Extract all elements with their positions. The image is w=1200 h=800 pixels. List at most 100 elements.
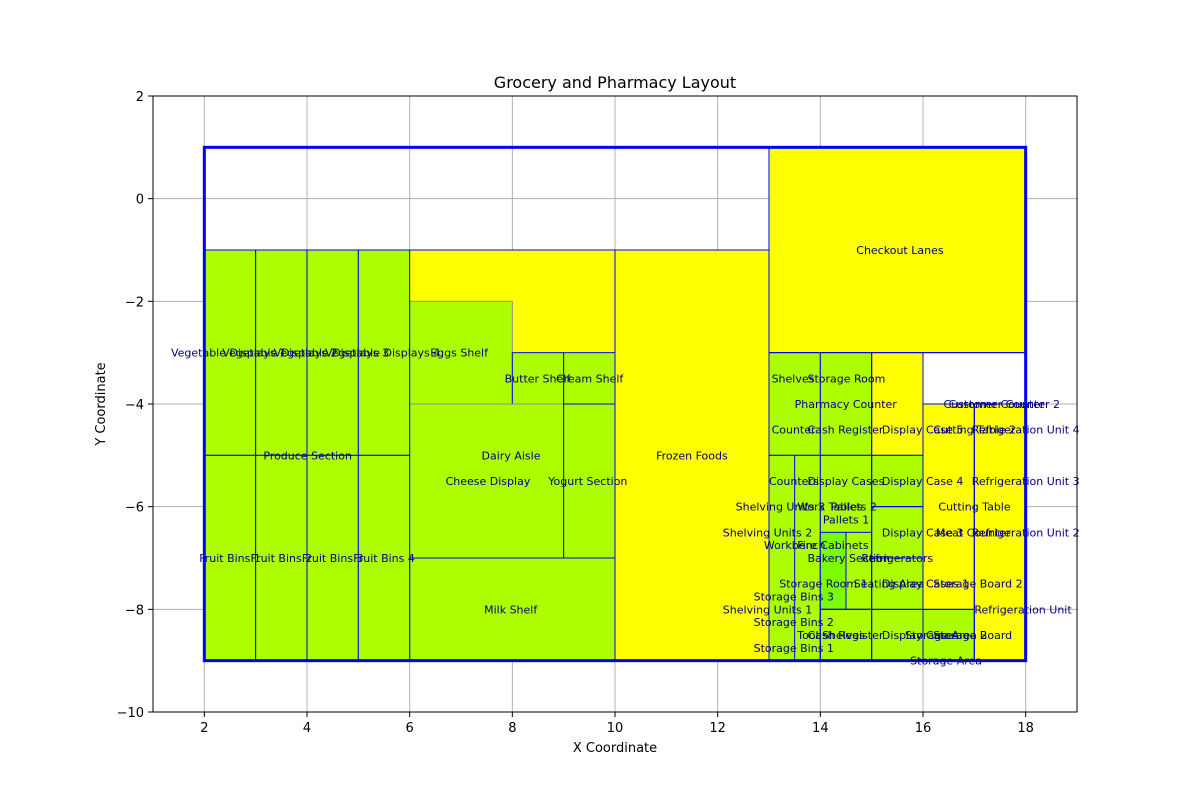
x-tick-label: 10	[607, 721, 624, 736]
x-tick-label: 18	[1017, 721, 1034, 736]
zone-label-meat-counter: Meat Counter	[936, 526, 1011, 539]
store-zones	[203, 146, 1027, 662]
zone-label-tool-shelves: Tool Shelves	[796, 629, 865, 642]
zone-label-shelves: Shelves	[772, 372, 815, 385]
zone-fire-cabinets	[819, 531, 847, 610]
zone-milk-shelf	[409, 557, 616, 662]
zone-label-milk-shelf: Milk Shelf	[484, 603, 538, 616]
zone-label-cash-register: Cash Register	[808, 629, 884, 642]
zone-label-customer-counter: Customer Counter	[944, 398, 1045, 411]
zone-labels: Checkout Lanes Frozen Foods Dairy Aisle Egg…	[171, 244, 1080, 668]
zone-label-dairy-aisle: Dairy Aisle	[482, 449, 541, 462]
zone-label-seating-area: Seating Area	[854, 578, 925, 591]
zone-label-display-case-4: Display Case 4	[882, 475, 963, 488]
zone-tool-shelves	[819, 608, 873, 662]
zone-bakery-section	[845, 531, 873, 610]
zone-label-shelving-units-1: Shelving Units 1	[723, 603, 812, 616]
zone-label-customer-counter-2: Customer Counter 2	[949, 398, 1060, 411]
zone-cheese-display	[409, 403, 565, 559]
zone-label-bakery-section: Bakery Section	[808, 552, 890, 565]
x-tick-label: 14	[812, 721, 829, 736]
zone-vegetable-displays-2	[255, 249, 308, 456]
zone-label-vegetable-displays-2: Vegetable Displays 2	[222, 347, 337, 360]
zone-fruit-bins-1	[203, 454, 257, 662]
zone-label-fruit-bins-2: Fruit Bins 2	[251, 552, 313, 565]
zone-label-display-cases: Display Cases	[882, 629, 959, 642]
zone-label-cutting-table: Cutting Table	[938, 501, 1010, 514]
zone-fruit-bins-2	[255, 454, 308, 662]
y-tick-label: 0	[136, 193, 144, 208]
chart-title: Grocery and Pharmacy Layout	[494, 73, 736, 92]
zone-label-storage-area: Storage Area	[910, 655, 982, 668]
zone-label-refrigeration-unit: Refrigeration Unit	[974, 603, 1072, 616]
zone-label-work-tables: Work Tables	[797, 501, 863, 514]
zone-label-vegetable-displays-3: Vegetable Displays 3	[274, 347, 389, 360]
zone-eggs-shelf	[409, 300, 513, 405]
zone-label-refrigeration-unit-2: Refrigeration Unit 2	[972, 526, 1080, 539]
zone-label-storage-board-2: Storage Board 2	[933, 578, 1022, 591]
zone-label-storage-bins-1: Storage Bins 1	[754, 642, 834, 655]
zone-label-shelving-units-3: Shelving Units 3	[736, 501, 825, 514]
zone-label-cutting-table-2: Cutting Table 2	[933, 424, 1016, 437]
store-boundary	[202, 145, 1028, 663]
zone-label-counters: Counters	[769, 475, 819, 488]
zone-label-display-cases: Display Cases	[808, 475, 885, 488]
zone-vegetable-displays-4	[357, 249, 411, 456]
zone-label-checkout-lanes: Checkout Lanes	[856, 244, 944, 257]
zone-vegetable-displays-1	[203, 249, 257, 456]
zone-label-produce-section: Produce Section	[263, 449, 352, 462]
zone-label-display-case-3: Display Case 3	[882, 526, 963, 539]
y-tick-label: −2	[125, 295, 144, 310]
zone-cream-shelf	[563, 352, 616, 405]
y-tick-label: −6	[125, 501, 144, 516]
zone-fruit-bins-4	[357, 454, 411, 662]
store-outline	[202, 145, 1028, 663]
zone-label-storage-room: Storage Room	[808, 372, 886, 385]
zone-storage-room	[819, 352, 873, 456]
zone-label-frozen-foods: Frozen Foods	[656, 449, 728, 462]
zone-meat-counter	[922, 403, 975, 610]
zone-checkout-lanes	[768, 146, 1027, 354]
zone-vegetable-displays-3	[306, 249, 359, 456]
zone-label-yogurt-section: Yogurt Section	[547, 475, 627, 488]
zone-label-pharmacy-counter: Pharmacy Counter	[795, 398, 898, 411]
zone-label-refrigeration-unit-4: Refrigeration Unit 4	[972, 424, 1080, 437]
zone-label-storage-bins-2: Storage Bins 2	[754, 616, 834, 629]
zone-fruit-bins-3	[306, 454, 359, 662]
x-tick-label: 4	[303, 721, 311, 736]
zone-label-pallets-2: Pallets 2	[831, 501, 877, 514]
zone-label-storage-room-1: Storage Room 1	[779, 578, 867, 591]
zone-label-vegetable-displays-4: Vegetable Displays 4	[325, 347, 440, 360]
y-tick-label: −8	[125, 603, 144, 618]
zone-label-storage-area-2: Storage Area 2	[905, 629, 987, 642]
zone-label-fire-cabinets: Fire Cabinets	[797, 539, 869, 552]
zone-label-refrigeration-unit-3: Refrigeration Unit 3	[972, 475, 1080, 488]
zone-label-storage-bins-3: Storage Bins 3	[754, 591, 834, 604]
y-axis-label: Y Coordinate	[94, 362, 109, 446]
zone-label-butter-shelf: Butter Shelf	[505, 372, 572, 385]
y-tick-label: 2	[136, 90, 144, 105]
x-axis-label: X Coordinate	[573, 741, 657, 756]
zone-label-refrigerators: Refrigerators	[861, 552, 933, 565]
zone-label-fruit-bins-1: Fruit Bins 1	[199, 552, 261, 565]
zone-label-fruit-bins-4: Fruit Bins 4	[353, 552, 415, 565]
zone-label-counter: Counter	[772, 424, 816, 437]
zone-label-storage-board: Storage Board	[933, 629, 1012, 642]
zone-label-cream-shelf: Cream Shelf	[556, 372, 624, 385]
zone-label-vegetable-displays-1: Vegetable Displays 1	[171, 347, 286, 360]
zone-label-eggs-shelf: Eggs Shelf	[430, 347, 489, 360]
zone-label-cash-register: Cash Register	[808, 424, 884, 437]
zone-label-shelving-units-2: Shelving Units 2	[723, 526, 812, 539]
x-tick-label: 2	[200, 721, 208, 736]
x-tick-label: 16	[915, 721, 932, 736]
zone-yogurt-section	[563, 403, 616, 559]
zone-label-pallets-1: Pallets 1	[823, 514, 869, 527]
zone-label-cheese-display: Cheese Display	[446, 475, 531, 488]
x-tick-label: 6	[406, 721, 414, 736]
y-tick-label: −10	[117, 706, 144, 721]
zone-label-display-case-5: Display Case 5	[882, 424, 963, 437]
zone-label-workbench: Workbench	[764, 539, 826, 552]
zone-storage-area	[922, 608, 975, 662]
